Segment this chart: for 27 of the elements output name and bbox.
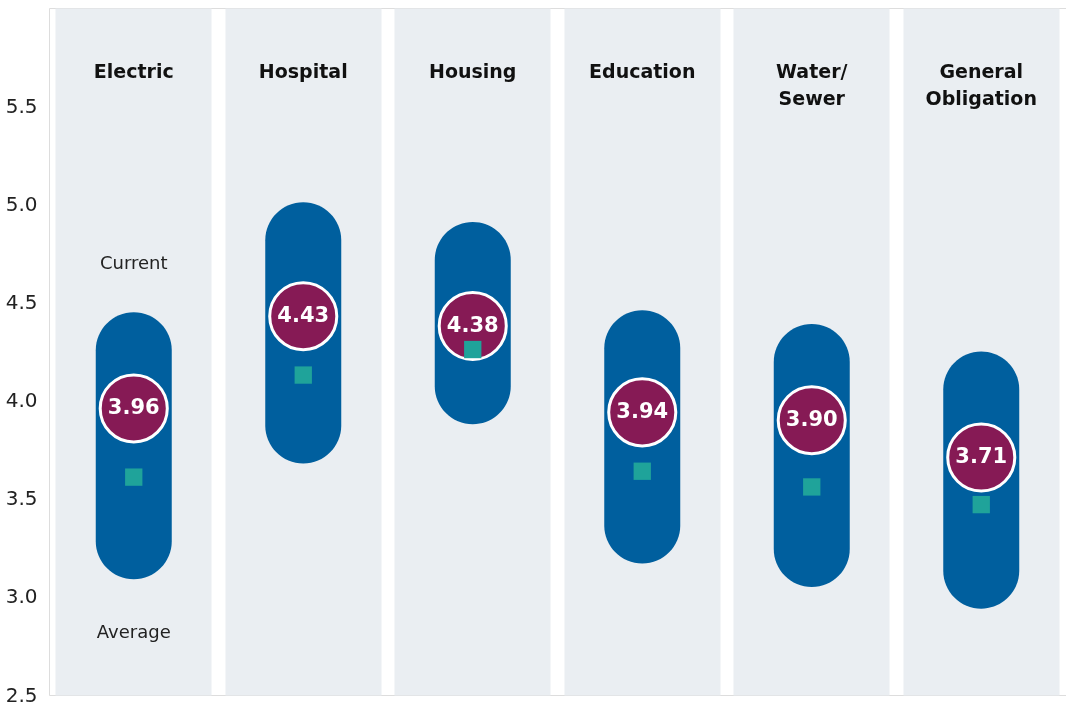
- data-label: 4.43: [277, 303, 330, 328]
- data-label: 3.71: [955, 444, 1008, 469]
- point: [464, 340, 482, 359]
- point: [972, 495, 990, 514]
- data-label: 3.90: [785, 407, 838, 432]
- y-tick-label: 2.5: [5, 682, 38, 707]
- annotation: Average: [96, 621, 171, 643]
- data-label: 3.96: [107, 395, 160, 420]
- y-tick-label: 5.5: [5, 93, 38, 118]
- x-tick-label: Housing: [429, 59, 517, 82]
- point: [294, 366, 312, 384]
- x-tick-label: General Obligation: [925, 59, 1037, 109]
- point: [125, 468, 143, 486]
- x-tick-label: Education: [589, 59, 696, 82]
- annotation: Current: [99, 252, 168, 274]
- point: [803, 478, 821, 496]
- y-tick-label: 3.5: [5, 486, 38, 511]
- data-label: 4.38: [446, 312, 499, 337]
- y-tick-label: 4.5: [5, 289, 38, 314]
- y-tick-label: 5.0: [5, 191, 38, 216]
- data-label: 3.94: [616, 399, 669, 424]
- x-tick-label: Water/ Sewer: [776, 59, 848, 109]
- x-tick-label: Electric: [93, 59, 174, 82]
- x-tick-label: Hospital: [258, 59, 348, 82]
- y-tick-label: 3.0: [5, 584, 38, 609]
- point: [633, 462, 651, 480]
- y-tick-label: 4.0: [5, 388, 38, 413]
